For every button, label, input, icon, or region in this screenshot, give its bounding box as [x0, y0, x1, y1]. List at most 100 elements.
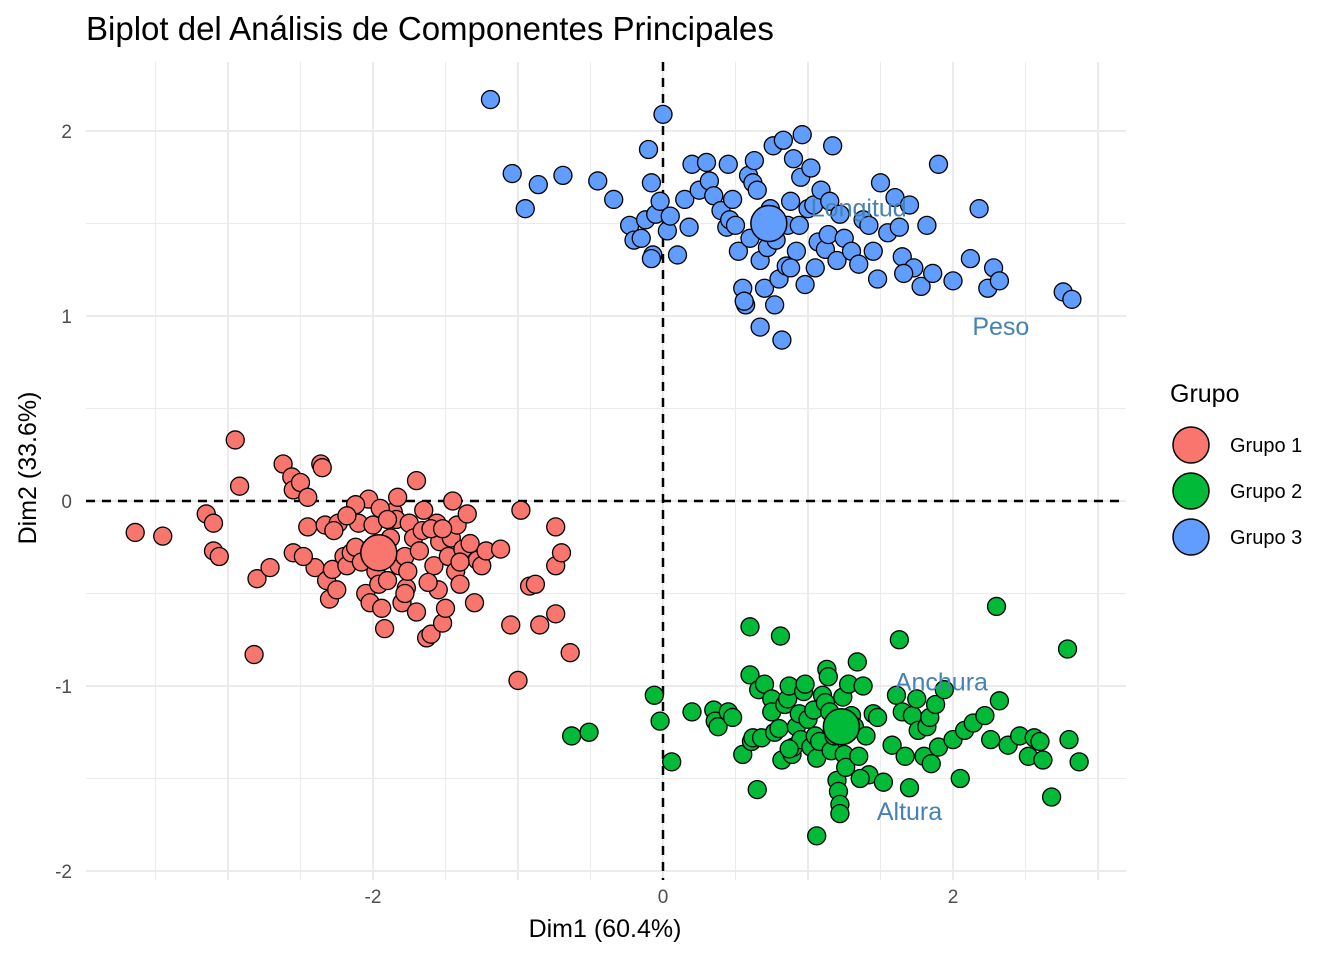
data-point [653, 104, 673, 124]
data-point [895, 746, 915, 766]
data-point [889, 630, 909, 650]
data-point [562, 726, 582, 746]
data-point [530, 615, 550, 635]
data-point [934, 680, 954, 700]
data-point [928, 154, 949, 174]
variable-labels: Longitud Peso Anchura Altura [811, 195, 1030, 826]
data-point [975, 705, 995, 726]
x-axis-title: Dim1 (60.4%) [529, 915, 682, 943]
grid [86, 62, 1126, 880]
data-point [377, 570, 398, 591]
data-point [450, 552, 470, 572]
data-point [679, 217, 699, 237]
data-point [387, 487, 408, 507]
data-point [734, 291, 754, 311]
y-tick-label: -2 [55, 862, 72, 883]
data-point [870, 173, 891, 193]
data-point [718, 154, 738, 174]
data-point [747, 180, 767, 200]
data-point [508, 670, 528, 691]
data-point [867, 269, 888, 289]
data-point [853, 676, 873, 696]
data-point [490, 539, 511, 559]
data-point [324, 520, 344, 541]
data-point [443, 491, 463, 511]
legend: Grupo Grupo 1 Grupo 2 Grupo 3 [1170, 380, 1302, 556]
points-layer [125, 89, 1089, 846]
data-point [511, 500, 531, 520]
data-point [480, 89, 501, 110]
y-tick-label: 1 [61, 307, 72, 328]
data-point [662, 752, 682, 772]
legend-label: Grupo 3 [1230, 527, 1302, 549]
data-point [579, 722, 599, 742]
data-point [740, 665, 760, 685]
data-point [722, 189, 743, 210]
data-point [836, 757, 856, 778]
data-point [1057, 639, 1078, 659]
data-point [950, 768, 970, 789]
y-tick-label: 0 [61, 492, 72, 513]
data-point [153, 526, 173, 546]
data-point [229, 476, 250, 496]
data-point [667, 245, 688, 265]
data-point [807, 826, 827, 846]
data-point [770, 626, 791, 646]
data-point [899, 195, 920, 215]
data-point [209, 546, 229, 567]
variable-label: Peso [972, 313, 1029, 341]
data-point [923, 263, 943, 284]
data-point [849, 254, 869, 274]
data-point [696, 152, 717, 173]
data-point [894, 263, 914, 284]
data-point [372, 598, 392, 618]
data-point [1059, 730, 1079, 750]
data-point [943, 271, 963, 291]
data-point [981, 730, 1001, 750]
data-point [377, 509, 398, 530]
data-point [406, 470, 427, 491]
legend-title: Grupo [1170, 380, 1239, 408]
data-point [551, 543, 572, 563]
data-point [744, 150, 764, 171]
data-point [298, 487, 318, 507]
data-point [327, 580, 347, 600]
chart-title: Biplot del Análisis de Componentes Princ… [86, 10, 774, 47]
data-point [650, 191, 670, 211]
data-point [682, 702, 702, 722]
legend-label: Grupo 1 [1230, 435, 1302, 457]
data-point [989, 691, 1010, 711]
data-point [805, 258, 825, 278]
data-point [650, 711, 670, 731]
data-point [501, 615, 521, 635]
data-point [631, 228, 651, 248]
data-point [830, 804, 850, 824]
data-point [409, 541, 430, 561]
data-point [244, 644, 264, 665]
data-point [818, 224, 838, 245]
data-point [546, 604, 566, 624]
data-point [725, 215, 746, 236]
y-tick-label: -1 [55, 677, 72, 698]
variable-label: Longitud [811, 195, 907, 223]
data-point [1062, 289, 1082, 310]
data-point [337, 506, 357, 526]
data-point [740, 617, 760, 637]
data-point [1030, 731, 1050, 752]
data-point [795, 274, 815, 295]
data-point [907, 689, 927, 709]
data-point [1041, 787, 1062, 807]
data-point [728, 241, 749, 261]
data-point [786, 241, 807, 261]
data-point [374, 619, 395, 639]
data-point [525, 574, 546, 594]
data-point [960, 248, 981, 269]
data-point [421, 624, 441, 644]
y-axis-title: Dim2 (33.6%) [14, 392, 42, 545]
tick-labels: -2 0 2 -2 -1 0 1 2 [55, 122, 958, 908]
data-point [1033, 750, 1053, 770]
data-point [418, 572, 438, 593]
data-point [873, 772, 894, 792]
